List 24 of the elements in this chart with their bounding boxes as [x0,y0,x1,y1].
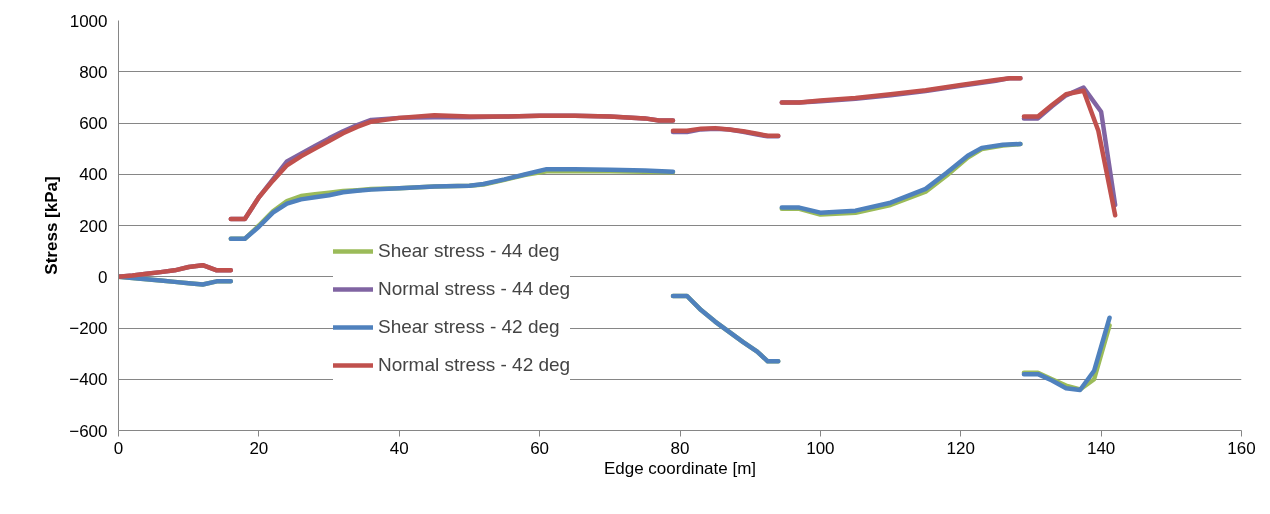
legend-label: Shear stress - 42 deg [378,315,560,339]
y-tick-label: 800 [79,62,108,82]
x-tick-label: 120 [946,438,975,458]
x-tick-label: 20 [249,438,269,458]
x-tick-label: 0 [113,438,124,458]
y-tick-label: −200 [69,319,108,338]
x-axis-title: Edge coordinate [m] [603,458,757,478]
x-tick-label: 160 [1227,438,1256,458]
legend-label: Shear stress - 44 deg [378,239,560,263]
x-tick-label: 100 [806,438,835,458]
legend-label: Normal stress - 44 deg [378,277,571,301]
x-tick-label: 60 [530,438,550,458]
x-tick-label: 80 [670,438,690,458]
y-tick-label: 600 [79,114,108,133]
y-tick-label: 1000 [69,11,108,31]
x-tick-label: 40 [389,438,409,458]
x-tick-label: 140 [1086,438,1116,458]
y-tick-label: −600 [69,421,108,441]
y-tick-label: 0 [98,267,108,287]
y-tick-label: 400 [79,165,108,185]
y-tick-label: −400 [69,370,108,390]
legend-label: Normal stress - 42 deg [378,353,571,377]
y-tick-label: 200 [79,216,108,236]
y-axis-title: Stress [kPa] [42,176,62,275]
